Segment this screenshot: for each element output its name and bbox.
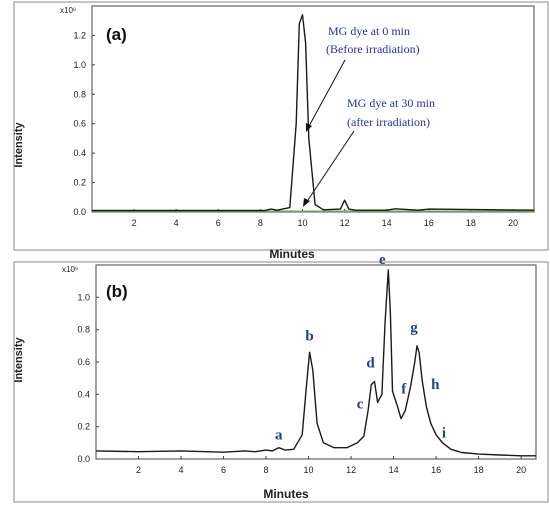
panel-a-y-tick-label: 1.0: [73, 60, 86, 70]
panel-a-x-tick-label: 18: [466, 218, 476, 228]
panel-a-x-tick-label: 16: [424, 218, 434, 228]
peak-label-e: e: [379, 252, 386, 268]
panel-a-x-tick-label: 6: [216, 218, 221, 228]
panel-b-x-tick-label: 2: [136, 465, 141, 475]
panel-a-x-tick-label: 4: [174, 218, 179, 228]
panel-b-x-tick-label: 6: [221, 465, 226, 475]
panel-b-border: [13, 261, 549, 503]
annotation-30min-line1: MG dye at 30 min: [347, 96, 435, 110]
panel-b-x-tick-label: 4: [179, 465, 184, 475]
peak-label-b: b: [305, 328, 313, 344]
annotation-0min-line2: (Before irradiation): [326, 42, 420, 56]
peak-label-d: d: [366, 355, 375, 371]
panel-a-y-tick-label: 0.6: [73, 119, 86, 129]
panel-a-x-axis-label: Minutes: [269, 247, 315, 261]
panel-b-label: (b): [106, 282, 128, 301]
panel-b-x-tick-label: 14: [389, 465, 399, 475]
panel-a-y-tick-label: 0.2: [73, 178, 86, 188]
peak-label-i: i: [442, 426, 446, 442]
panel-b-series-0-line: [95, 269, 536, 457]
panel-b-x-tick-label: 8: [264, 465, 269, 475]
annotation-30min-arrow: [305, 130, 355, 204]
peak-label-h: h: [431, 377, 440, 393]
panel-a-x-tick-label: 8: [258, 218, 263, 228]
annotation-30min-line2: (after irradiation): [347, 115, 430, 129]
panel-a-label: (a): [106, 25, 127, 44]
panel-a: x10⁶ (a) Minutes Intensity 2 4 6 8 10 12 14 16 1…: [13, 1, 549, 261]
peak-label-a: a: [275, 428, 283, 444]
panel-b-y-tick-label: 0.8: [77, 325, 90, 335]
panel-b-y-tick-label: 0.6: [77, 357, 90, 367]
panel-b-y-multiplier: x10⁶: [62, 265, 78, 274]
panel-a-y-multiplier: x10⁶: [60, 6, 76, 15]
panel-a-y-tick-label: 0.0: [73, 207, 86, 217]
panel-b-x-tick-label: 20: [516, 465, 526, 475]
panel-a-series-0-line: [92, 14, 535, 212]
panel-a-x-tick-label: 14: [382, 218, 392, 228]
panel-b: x10⁶ (b) Minutes Intensity 2 4 6 8 10 12 14 16 1…: [13, 252, 549, 503]
panel-b-y-tick-label: 0.2: [77, 422, 90, 432]
panel-b-y-axis-label: Intensity: [13, 337, 25, 383]
panel-a-y-axis-label: Intensity: [13, 122, 25, 168]
peak-label-c: c: [357, 397, 364, 413]
panel-b-x-tick-label: 18: [474, 465, 484, 475]
panel-b-y-tick-label: 1.0: [77, 292, 90, 302]
annotation-0min-line1: MG dye at 0 min: [328, 24, 410, 38]
panel-a-y-tick-label: 0.8: [73, 89, 86, 99]
panel-a-x-tick-label: 20: [508, 218, 518, 228]
panel-a-y-tick-label: 0.4: [73, 148, 86, 158]
panel-a-x-tick-label: 2: [132, 218, 137, 228]
panel-a-y-tick-label: 1.2: [73, 30, 86, 40]
panel-a-x-tick-label: 12: [340, 218, 350, 228]
peak-label-g: g: [410, 320, 418, 336]
annotation-30min-arrowhead: [303, 198, 310, 207]
annotation-0min-arrowhead: [306, 123, 312, 132]
panel-b-y-tick-label: 0.4: [77, 389, 90, 399]
panel-a-border: [13, 1, 549, 251]
panel-a-x-tick-label: 10: [297, 218, 307, 228]
panel-b-x-tick-label: 16: [431, 465, 441, 475]
annotation-0min-arrow: [307, 59, 346, 129]
panel-b-x-tick-label: 12: [346, 465, 356, 475]
panel-b-y-tick-label: 0.0: [77, 454, 90, 464]
panel-b-x-tick-label: 10: [304, 465, 314, 475]
panel-b-x-axis-label: Minutes: [263, 487, 309, 501]
peak-label-f: f: [401, 382, 407, 398]
